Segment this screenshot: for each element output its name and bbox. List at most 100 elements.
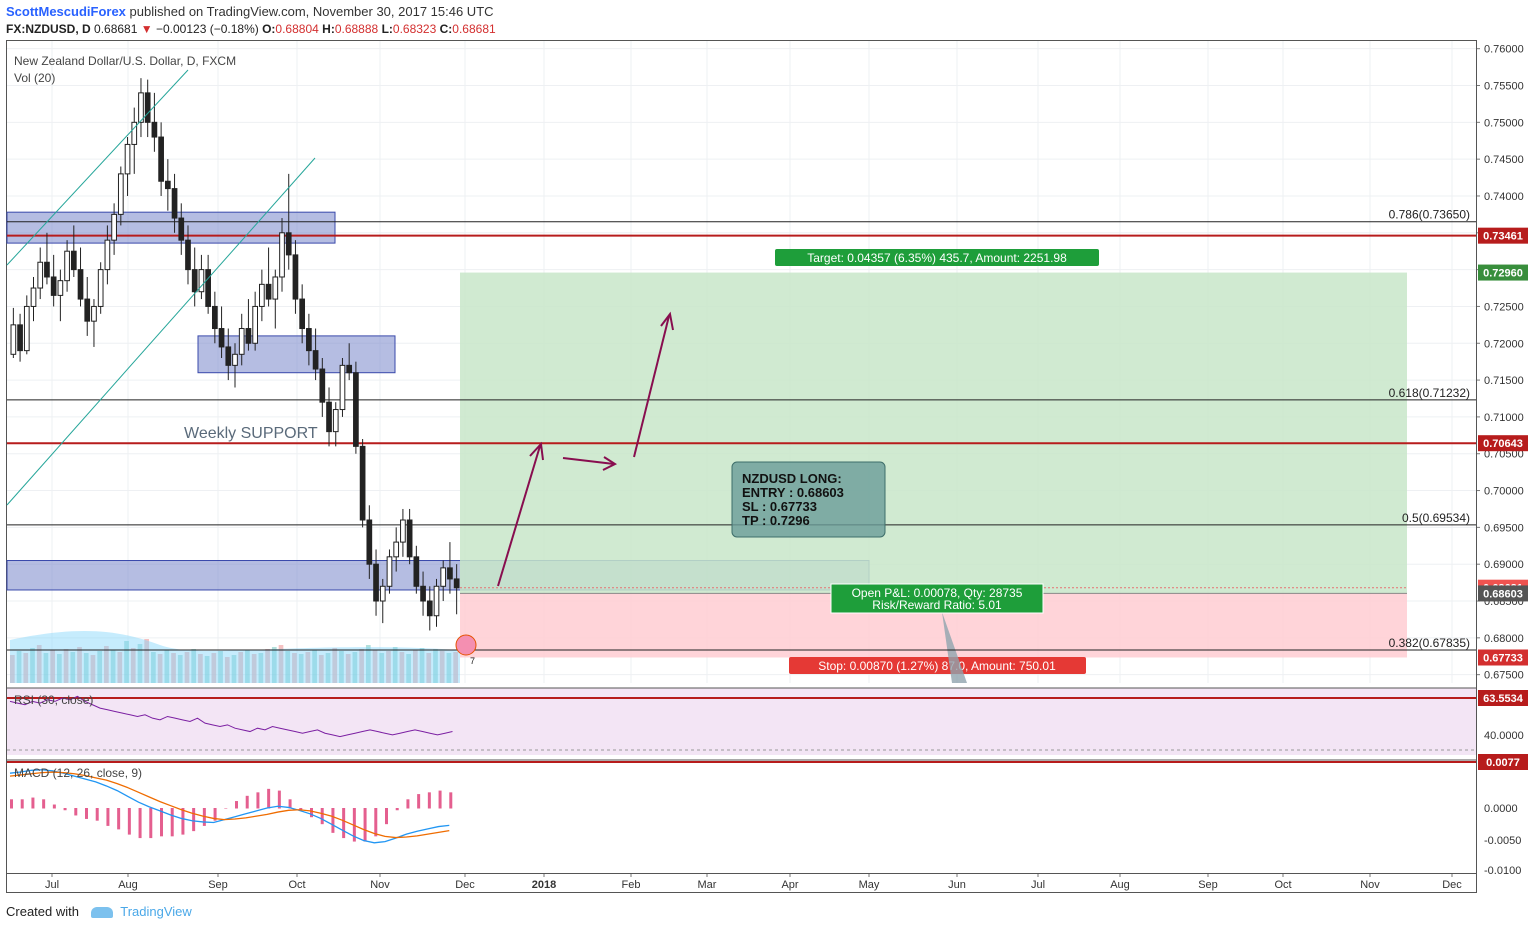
event-flag-icon: [455, 634, 477, 656]
y-tick-label: 0.72000: [1484, 338, 1524, 350]
candle-body: [225, 346, 232, 366]
volume-bar: [251, 654, 257, 683]
signal-line: [9, 771, 450, 839]
candle-body: [64, 250, 70, 282]
y-tick-label: 0.70000: [1484, 486, 1524, 498]
macd-legend: MACD (12, 26, close, 9): [14, 766, 142, 780]
macd-histogram-bar: [438, 790, 442, 809]
open-value: 0.68804: [275, 22, 319, 36]
macd-histogram-bar: [149, 808, 153, 839]
candle-body: [426, 600, 433, 617]
candle-body: [379, 585, 386, 602]
volume-bar: [198, 654, 203, 683]
y-tick-label: 0.68000: [1484, 633, 1524, 645]
candle-body: [245, 328, 252, 344]
macd-histogram-bar: [331, 808, 335, 833]
candle-body: [326, 401, 332, 433]
weekly-support-annotation[interactable]: Weekly SUPPORT: [184, 425, 318, 442]
volume-bar: [453, 652, 458, 683]
macd-histogram-bar: [85, 808, 88, 819]
trade-note-line: SL : 0.67733: [742, 499, 817, 514]
pnl-box: [830, 583, 1044, 614]
macd-histogram-bar: [52, 804, 56, 809]
tradingview-link[interactable]: TradingView: [120, 904, 192, 919]
fib-label: 0.382(0.67835): [1389, 636, 1470, 650]
macd-histogram-bar: [127, 808, 131, 835]
price-tag: 0.67733: [1483, 653, 1523, 665]
candle-body: [138, 92, 144, 123]
x-tick-label: Jun: [948, 879, 966, 891]
x-tick-label: Sep: [208, 879, 228, 891]
macd-histogram-bar: [449, 792, 453, 809]
volume-bar: [292, 653, 297, 683]
candle-body: [117, 173, 124, 215]
volume-bar: [218, 651, 223, 683]
volume-bar: [204, 656, 210, 683]
y-tick-label: 0.76000: [1484, 44, 1524, 56]
macd-histogram-bar: [342, 808, 346, 839]
volume-bar: [271, 647, 277, 683]
chart-legend: New Zealand Dollar/U.S. Dollar, D, FXCM: [14, 54, 236, 68]
candle-body: [70, 250, 77, 271]
volume-bar: [352, 652, 358, 683]
y-tick-label: 0.71500: [1484, 375, 1524, 387]
macd-histogram-bar: [299, 808, 303, 811]
low-label: L:: [381, 22, 393, 36]
macd-histogram-bar: [245, 795, 249, 809]
position-tool[interactable]: Target: 0.04357 (6.35%) 435.7, Amount: 2…: [460, 249, 1407, 683]
candle-body: [198, 269, 205, 293]
candle-body: [373, 563, 379, 602]
price-chart[interactable]: Target: 0.04357 (6.35%) 435.7, Amount: 2…: [0, 0, 1535, 900]
candle-body: [91, 305, 97, 322]
macd-histogram-bar: [42, 799, 46, 809]
author-link[interactable]: ScottMescudiForex: [6, 4, 126, 19]
volume-bar: [184, 652, 190, 683]
arrow-3-head: [660, 311, 674, 331]
y-tick-label: 0.74500: [1484, 154, 1524, 166]
macd-histogram-bar: [160, 808, 163, 837]
candle-body: [57, 280, 64, 296]
levels: 0.786(0.73650) 0.618(0.71232) 0.5(0.69534)…: [7, 208, 1476, 651]
price-tag-bg: [1478, 227, 1528, 244]
macd-histogram-bar: [288, 799, 292, 809]
volume-bar: [211, 653, 217, 683]
candle-body: [178, 217, 185, 241]
rr-label: Risk/Reward Ratio: 5.01: [872, 598, 1002, 612]
candle-body: [252, 305, 258, 344]
y-tick-label: 0.74000: [1484, 191, 1524, 203]
symbol-info: FX:NZDUSD, D 0.68681 ▼ −0.00123 (−0.18%)…: [6, 22, 496, 36]
candle-body: [212, 305, 218, 330]
candle-body: [393, 541, 400, 558]
volume-bar: [439, 651, 445, 683]
volume-bar: [258, 653, 264, 683]
volume-bar: [57, 654, 62, 683]
volume-bar: [90, 655, 96, 683]
x-tick-label: 2018: [532, 879, 556, 891]
candle-body: [447, 567, 453, 580]
x-tick-label: Dec: [1442, 879, 1462, 891]
volume-bar: [406, 654, 411, 683]
macd-histogram-bar: [385, 808, 388, 825]
candle-body: [151, 121, 158, 138]
price-tag-bg: [1478, 649, 1528, 666]
volume-bar: [144, 639, 150, 683]
candle-body: [185, 239, 191, 271]
volume-bar: [332, 648, 338, 683]
arrow-1-head: [529, 441, 544, 461]
target-area: [460, 272, 1407, 594]
target-label: Target: 0.04357 (6.35%) 435.7, Amount: 2…: [807, 251, 1067, 265]
macd-tick: 0.0000: [1484, 803, 1518, 815]
candle-body: [346, 364, 353, 374]
price-tag: 0.72960: [1483, 268, 1523, 280]
y-tick-label: 0.69000: [1484, 559, 1524, 571]
candle-body: [339, 364, 346, 411]
volume-bar: [36, 645, 42, 683]
macd-histogram-bar: [10, 799, 13, 809]
trade-note-line: TP : 0.7296: [742, 513, 810, 528]
close-value: 0.68681: [452, 22, 496, 36]
macd-line: [9, 769, 450, 844]
candle-body: [312, 350, 319, 370]
volume-bar: [83, 653, 89, 683]
candle-body: [299, 298, 306, 330]
